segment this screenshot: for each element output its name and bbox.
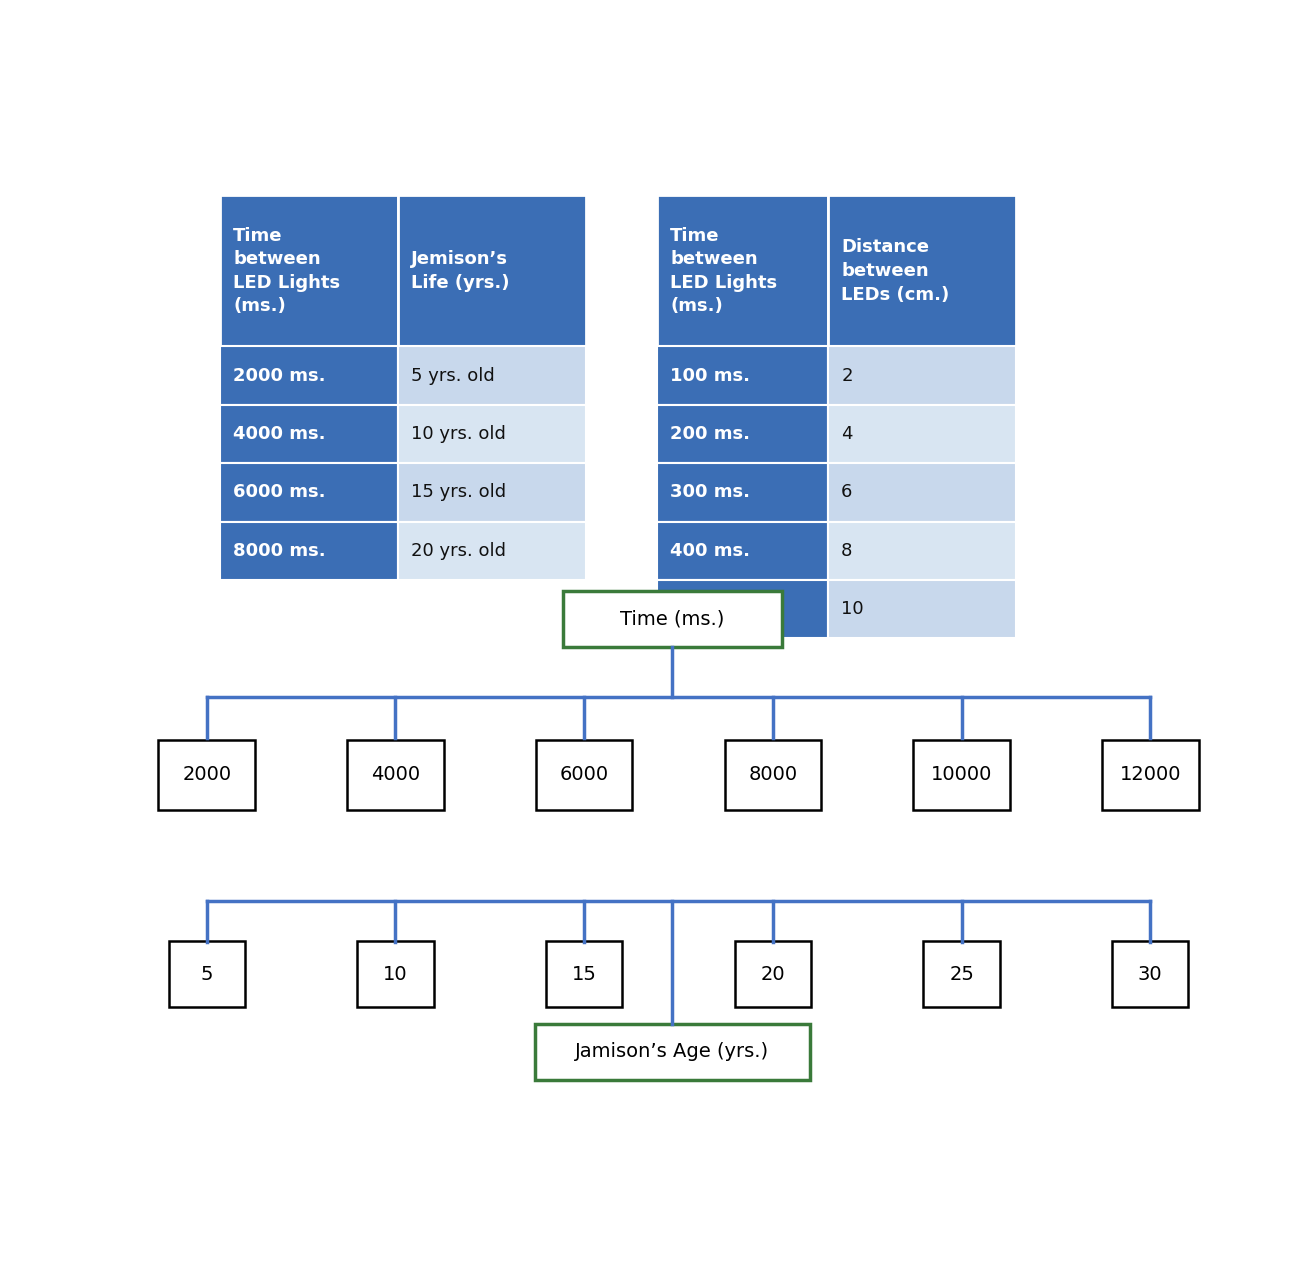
Text: 12000: 12000: [1119, 765, 1181, 784]
Bar: [220, 346, 398, 404]
Text: 15: 15: [572, 964, 597, 983]
Text: 4000: 4000: [371, 765, 420, 784]
Text: 8: 8: [841, 542, 853, 560]
Text: 20 yrs. old: 20 yrs. old: [411, 542, 506, 560]
Text: 10000: 10000: [932, 765, 992, 784]
Bar: [657, 463, 828, 522]
Bar: [398, 463, 586, 522]
Text: 6000 ms.: 6000 ms.: [234, 483, 325, 502]
Bar: [828, 346, 1015, 404]
Bar: [724, 739, 821, 810]
Bar: [657, 522, 828, 580]
Bar: [828, 404, 1015, 463]
Bar: [657, 196, 828, 346]
Text: Distance
between
LEDs (cm.): Distance between LEDs (cm.): [841, 239, 950, 303]
Bar: [563, 590, 782, 647]
Bar: [159, 739, 255, 810]
Bar: [220, 522, 398, 580]
Bar: [1102, 739, 1199, 810]
Bar: [657, 346, 828, 404]
Text: 15 yrs. old: 15 yrs. old: [411, 483, 506, 502]
Text: Time
between
LED Lights
(ms.): Time between LED Lights (ms.): [670, 226, 778, 315]
Bar: [220, 463, 398, 522]
Text: 10: 10: [841, 600, 863, 618]
Bar: [220, 196, 398, 346]
Bar: [535, 1024, 810, 1081]
Text: 25: 25: [949, 964, 974, 983]
Text: Jemison’s
Life (yrs.): Jemison’s Life (yrs.): [411, 250, 509, 292]
Bar: [535, 739, 632, 810]
Bar: [220, 404, 398, 463]
Text: Time (ms.): Time (ms.): [621, 609, 724, 628]
Text: 200 ms.: 200 ms.: [670, 425, 750, 442]
Text: 5: 5: [201, 964, 213, 983]
Text: 100 ms.: 100 ms.: [670, 367, 750, 384]
Bar: [1113, 940, 1189, 1007]
Bar: [828, 580, 1015, 638]
Text: Jamison’s Age (yrs.): Jamison’s Age (yrs.): [576, 1043, 769, 1062]
Text: 4: 4: [841, 425, 853, 442]
Text: 6: 6: [841, 483, 853, 502]
Bar: [348, 739, 443, 810]
Bar: [913, 739, 1010, 810]
Bar: [828, 463, 1015, 522]
Bar: [828, 522, 1015, 580]
Bar: [657, 580, 828, 638]
Text: 8000: 8000: [748, 765, 798, 784]
Text: 30: 30: [1138, 964, 1162, 983]
Text: 5 yrs. old: 5 yrs. old: [411, 367, 495, 384]
Bar: [398, 346, 586, 404]
Bar: [735, 940, 811, 1007]
Bar: [924, 940, 1000, 1007]
Text: 2: 2: [841, 367, 853, 384]
Text: 2000: 2000: [182, 765, 231, 784]
Bar: [398, 522, 586, 580]
Text: 10: 10: [383, 964, 408, 983]
Bar: [657, 404, 828, 463]
Text: 8000 ms.: 8000 ms.: [234, 542, 325, 560]
Text: 500 ms.: 500 ms.: [670, 600, 750, 618]
Text: 4000 ms.: 4000 ms.: [234, 425, 325, 442]
Bar: [357, 940, 433, 1007]
Text: 2000 ms.: 2000 ms.: [234, 367, 325, 384]
Bar: [398, 196, 586, 346]
Bar: [398, 404, 586, 463]
Text: 6000: 6000: [560, 765, 609, 784]
Text: 10 yrs. old: 10 yrs. old: [411, 425, 506, 442]
Text: 20: 20: [761, 964, 785, 983]
Bar: [828, 196, 1015, 346]
Bar: [546, 940, 622, 1007]
Bar: [168, 940, 245, 1007]
Text: Time
between
LED Lights
(ms.): Time between LED Lights (ms.): [234, 226, 340, 315]
Text: 400 ms.: 400 ms.: [670, 542, 750, 560]
Text: 300 ms.: 300 ms.: [670, 483, 750, 502]
